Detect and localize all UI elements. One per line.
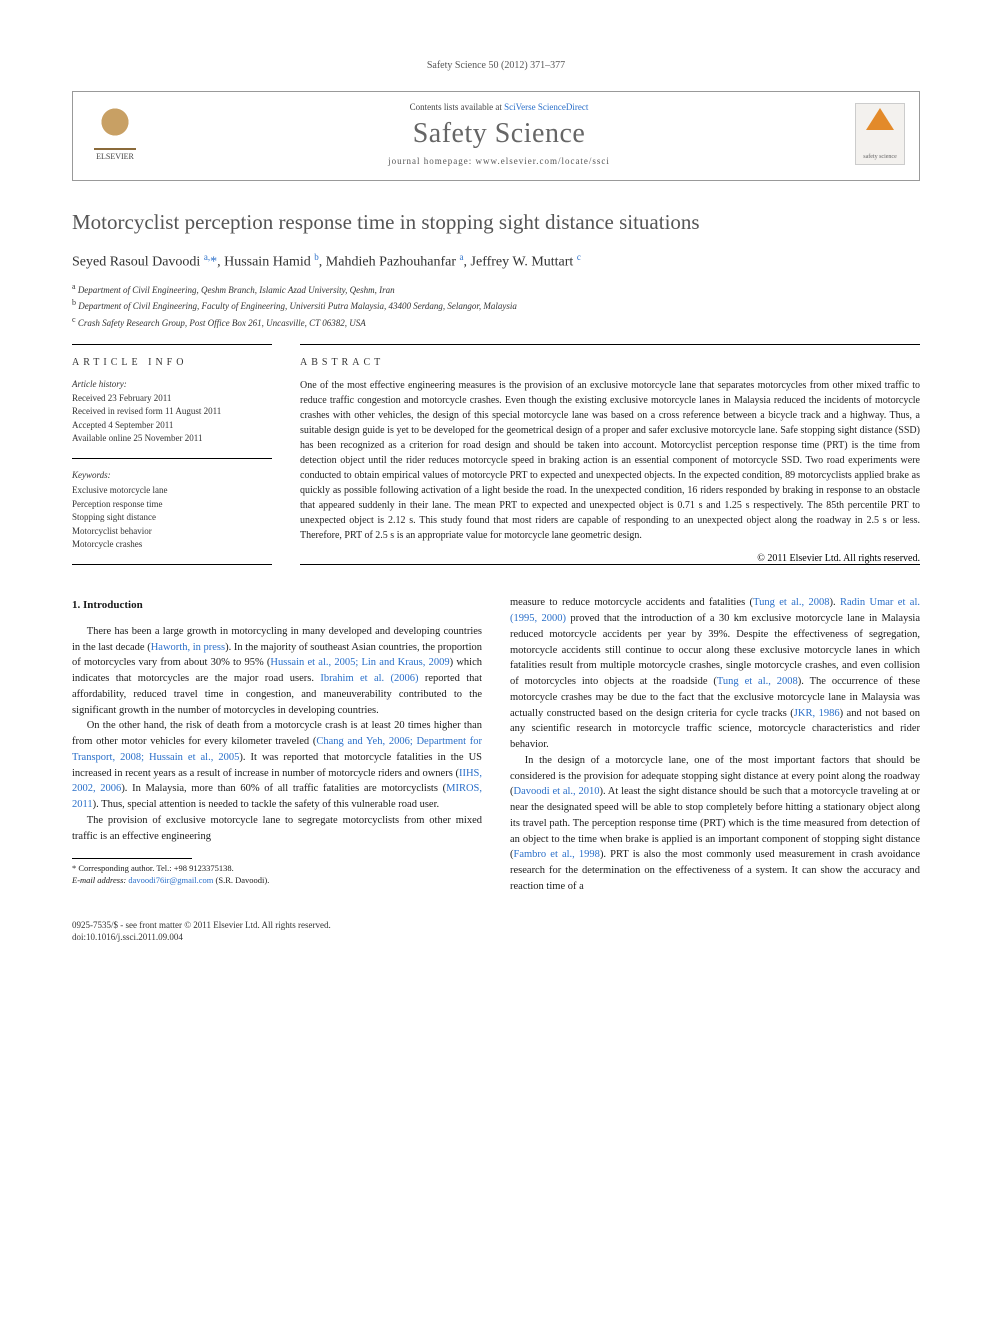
article-info-col: article info Article history: Received 2… — [72, 344, 272, 564]
elsevier-label: ELSEVIER — [87, 152, 143, 161]
homepage-url[interactable]: www.elsevier.com/locate/ssci — [476, 156, 610, 166]
article-history: Article history: Received 23 February 20… — [72, 378, 272, 446]
contents-prefix: Contents lists available at — [410, 102, 504, 112]
page-footer: 0925-7535/$ - see front matter © 2011 El… — [72, 919, 920, 944]
affiliation-b: b Department of Civil Engineering, Facul… — [72, 297, 920, 314]
footnote-separator — [72, 858, 192, 859]
corresponding-author-note: * Corresponding author. Tel.: +98 912337… — [72, 863, 482, 875]
journal-header: ELSEVIER Contents lists available at Sci… — [72, 91, 920, 181]
article-info-heading: article info — [72, 357, 272, 368]
journal-title: Safety Science — [143, 118, 855, 150]
history-line: Accepted 4 September 2011 — [72, 419, 272, 433]
email-note: E-mail address: davoodi76ir@gmail.com (S… — [72, 875, 482, 887]
abstract-copyright: © 2011 Elsevier Ltd. All rights reserved… — [300, 553, 920, 564]
section-1-heading: 1. Introduction — [72, 597, 482, 614]
keywords-block: Keywords: Exclusive motorcycle lane Perc… — [72, 469, 272, 552]
footnotes: * Corresponding author. Tel.: +98 912337… — [72, 863, 482, 887]
elsevier-logo: ELSEVIER — [87, 108, 143, 161]
homepage-prefix: journal homepage: — [388, 156, 475, 166]
contents-line: Contents lists available at SciVerse Sci… — [143, 102, 855, 112]
history-line: Received 23 February 2011 — [72, 392, 272, 406]
body-paragraph: measure to reduce motorcycle accidents a… — [510, 595, 920, 753]
sciencedirect-link[interactable]: SciVerse ScienceDirect — [504, 102, 588, 112]
author-email-link[interactable]: davoodi76ir@gmail.com — [128, 875, 213, 885]
affiliation-a: a Department of Civil Engineering, Qeshm… — [72, 281, 920, 298]
running-head: Safety Science 50 (2012) 371–377 — [72, 60, 920, 71]
history-label: Article history: — [72, 378, 272, 392]
affiliation-c: c Crash Safety Research Group, Post Offi… — [72, 314, 920, 331]
abstract-col: abstract One of the most effective engin… — [300, 344, 920, 564]
article-title: Motorcyclist perception response time in… — [72, 209, 920, 236]
keywords-label: Keywords: — [72, 469, 272, 483]
email-suffix: (S.R. Davoodi). — [213, 875, 269, 885]
keyword: Exclusive motorcycle lane — [72, 484, 272, 498]
doi-line: doi:10.1016/j.ssci.2011.09.004 — [72, 931, 331, 944]
history-line: Received in revised form 11 August 2011 — [72, 405, 272, 419]
cover-text: safety science — [863, 154, 896, 160]
abstract-text: One of the most effective engineering me… — [300, 378, 920, 543]
body-paragraph: On the other hand, the risk of death fro… — [72, 718, 482, 813]
keyword: Motorcyclist behavior — [72, 525, 272, 539]
affiliations: a Department of Civil Engineering, Qeshm… — [72, 281, 920, 331]
body-paragraph: There has been a large growth in motorcy… — [72, 624, 482, 719]
issn-line: 0925-7535/$ - see front matter © 2011 El… — [72, 919, 331, 932]
abstract-heading: abstract — [300, 357, 920, 368]
journal-cover-thumb: safety science — [855, 103, 905, 165]
email-label: E-mail address: — [72, 875, 126, 885]
homepage-line: journal homepage: www.elsevier.com/locat… — [143, 156, 855, 166]
authors-line: Seyed Rasoul Davoodi a,*, Hussain Hamid … — [72, 252, 920, 271]
keyword: Stopping sight distance — [72, 511, 272, 525]
body-paragraph: The provision of exclusive motorcycle la… — [72, 813, 482, 845]
body-paragraph: In the design of a motorcycle lane, one … — [510, 753, 920, 895]
keyword: Perception response time — [72, 498, 272, 512]
body-columns: 1. Introduction There has been a large g… — [72, 595, 920, 894]
keyword: Motorcycle crashes — [72, 538, 272, 552]
elsevier-tree-icon — [94, 108, 136, 150]
history-line: Available online 25 November 2011 — [72, 432, 272, 446]
cover-triangle-icon — [866, 108, 894, 130]
